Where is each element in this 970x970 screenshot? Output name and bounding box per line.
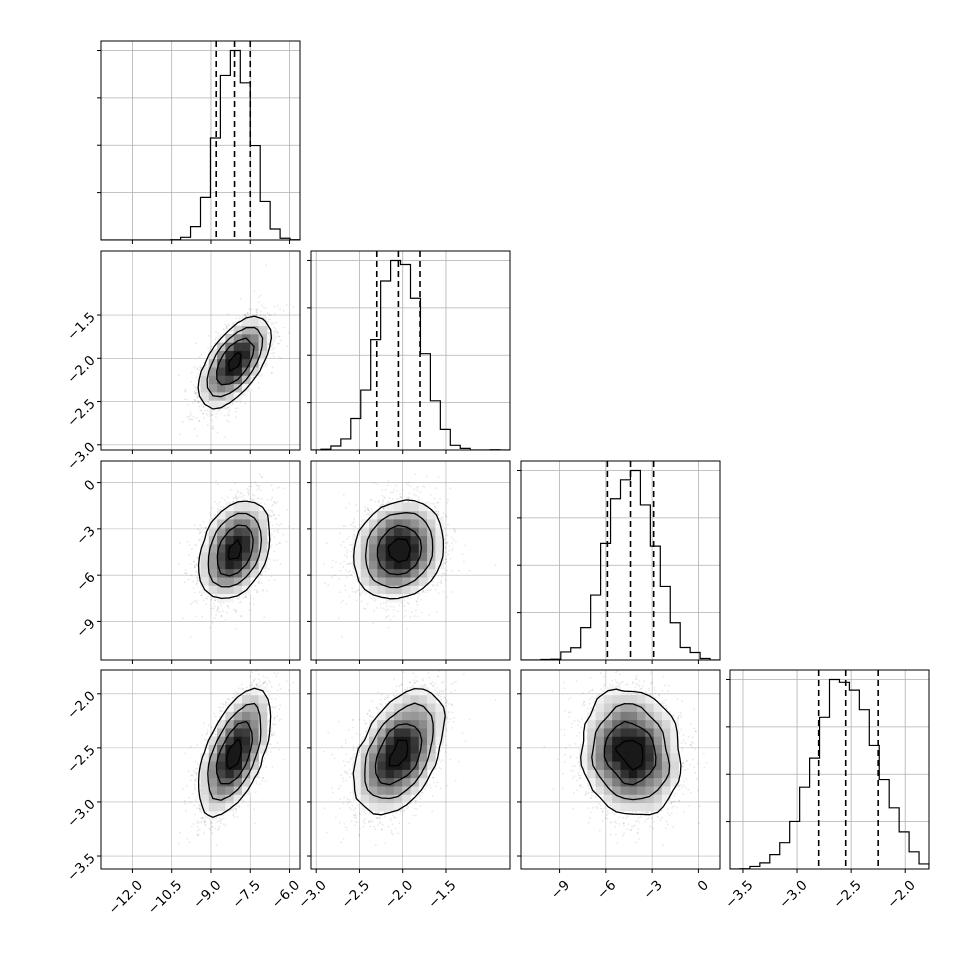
y-tick-label-p2: −3 <box>73 523 98 548</box>
contour-level-0 <box>387 538 412 563</box>
contour-level-1 <box>376 524 423 576</box>
contours <box>353 499 445 600</box>
y-tick-label-p3: −2.0 <box>64 688 98 722</box>
y-tick-label-p1: −1.5 <box>64 309 98 343</box>
x-tick-label-p2: 0 <box>695 877 712 894</box>
x-tick-label-p0: −12.0 <box>105 877 146 918</box>
contour-level-2 <box>206 326 264 398</box>
x-tick-label-p1: −1.5 <box>425 877 459 911</box>
histogram-p3 <box>730 678 929 869</box>
panel-p0-p0 <box>97 40 301 244</box>
contour-level-0 <box>388 739 409 767</box>
y-tick-label-p1: −2.5 <box>64 396 98 430</box>
panel-frame <box>520 669 721 870</box>
x-tick-label-p1: −3.0 <box>295 877 329 911</box>
histogram-p0 <box>101 49 300 240</box>
x-tick-label-p2: −3 <box>640 877 665 902</box>
x-tick-label-p0: −7.5 <box>229 877 263 911</box>
panel-frame <box>100 250 301 451</box>
y-tick-label-p2: 0 <box>81 477 98 494</box>
x-tick-label-p2: −6 <box>594 877 619 902</box>
contours <box>197 500 271 600</box>
contour-level-3 <box>197 315 273 410</box>
density-cells <box>200 502 268 603</box>
panel-p3-p0: −3.5 −3.0 −2.5 −2.0 −12.0−10.5 −9.0 −7.5 −6.0 <box>64 669 303 918</box>
x-tick-label-p1: −2.5 <box>339 877 373 911</box>
contour-level-0 <box>228 352 242 372</box>
panel-frame <box>310 460 511 661</box>
contour-level-3 <box>197 500 271 600</box>
y-tick-label-p2: −6 <box>73 569 98 594</box>
panel-p2-p2 <box>517 460 721 664</box>
x-tick-label-p3: −2.0 <box>884 877 918 911</box>
contour-level-3 <box>353 499 445 600</box>
x-tick-label-p1: −2.0 <box>382 877 416 911</box>
contours <box>197 315 273 410</box>
panel-frame <box>100 669 301 870</box>
y-tick-label-p3: −2.5 <box>64 742 98 776</box>
panel-p1-p0: −3.0 −2.5 −2.0 −1.5 <box>64 250 301 474</box>
contour-level-3 <box>352 687 446 816</box>
x-tick-label-p3: −3.0 <box>776 877 810 911</box>
panel-frame <box>520 460 721 661</box>
y-tick-label-p1: −2.0 <box>64 353 98 387</box>
panel-p1-p1 <box>307 250 511 454</box>
panel-p2-p1 <box>307 460 511 664</box>
panel-p3-p2: −9 −6 −3 0 <box>517 669 721 903</box>
contour-level-1 <box>374 723 423 786</box>
panel-p3-p3: −3.5 −3.0 −2.5 −2.0 <box>722 669 930 912</box>
contour-level-3 <box>580 688 682 816</box>
contour-level-0 <box>226 738 243 770</box>
y-tick-label-p3: −3.0 <box>64 796 98 830</box>
contours <box>352 687 446 816</box>
x-tick-label-p0: −6.0 <box>269 877 303 911</box>
panel-frame <box>100 40 301 241</box>
x-tick-label-p0: −10.5 <box>145 877 186 918</box>
histogram-p1 <box>311 259 510 450</box>
panel-p3-p1: −3.0 −2.5 −2.0 −1.5 <box>295 669 511 912</box>
contour-level-1 <box>216 337 255 386</box>
y-tick-label-p2: −9 <box>73 616 98 641</box>
panel-frame <box>100 460 301 661</box>
histogram-p2 <box>521 469 720 660</box>
x-tick-label-p3: −3.5 <box>722 877 756 911</box>
density-cells <box>352 502 445 603</box>
contours <box>580 688 682 816</box>
contour-level-2 <box>207 702 262 801</box>
contour-level-1 <box>216 524 254 577</box>
y-tick-label-p3: −3.5 <box>64 850 98 884</box>
contour-level-1 <box>603 720 657 786</box>
panel-frame <box>310 250 511 451</box>
panel-frame <box>310 669 511 870</box>
contour-level-0 <box>615 739 644 771</box>
contour-level-2 <box>207 512 263 588</box>
contour-level-1 <box>215 720 254 785</box>
panel-p2-p0: −9 −6 −3 0 <box>73 460 301 664</box>
contour-level-2 <box>591 702 671 801</box>
x-tick-label-p3: −2.5 <box>830 877 864 911</box>
x-tick-label-p0: −9.0 <box>190 877 224 911</box>
y-tick-label-p1: −3.0 <box>64 439 98 473</box>
panel-frame <box>729 669 930 870</box>
contour-level-2 <box>364 512 434 589</box>
contours <box>197 687 272 818</box>
x-tick-label-p2: −9 <box>548 877 573 902</box>
contour-level-2 <box>364 702 434 800</box>
contour-level-0 <box>227 539 243 560</box>
contour-level-3 <box>197 687 272 818</box>
